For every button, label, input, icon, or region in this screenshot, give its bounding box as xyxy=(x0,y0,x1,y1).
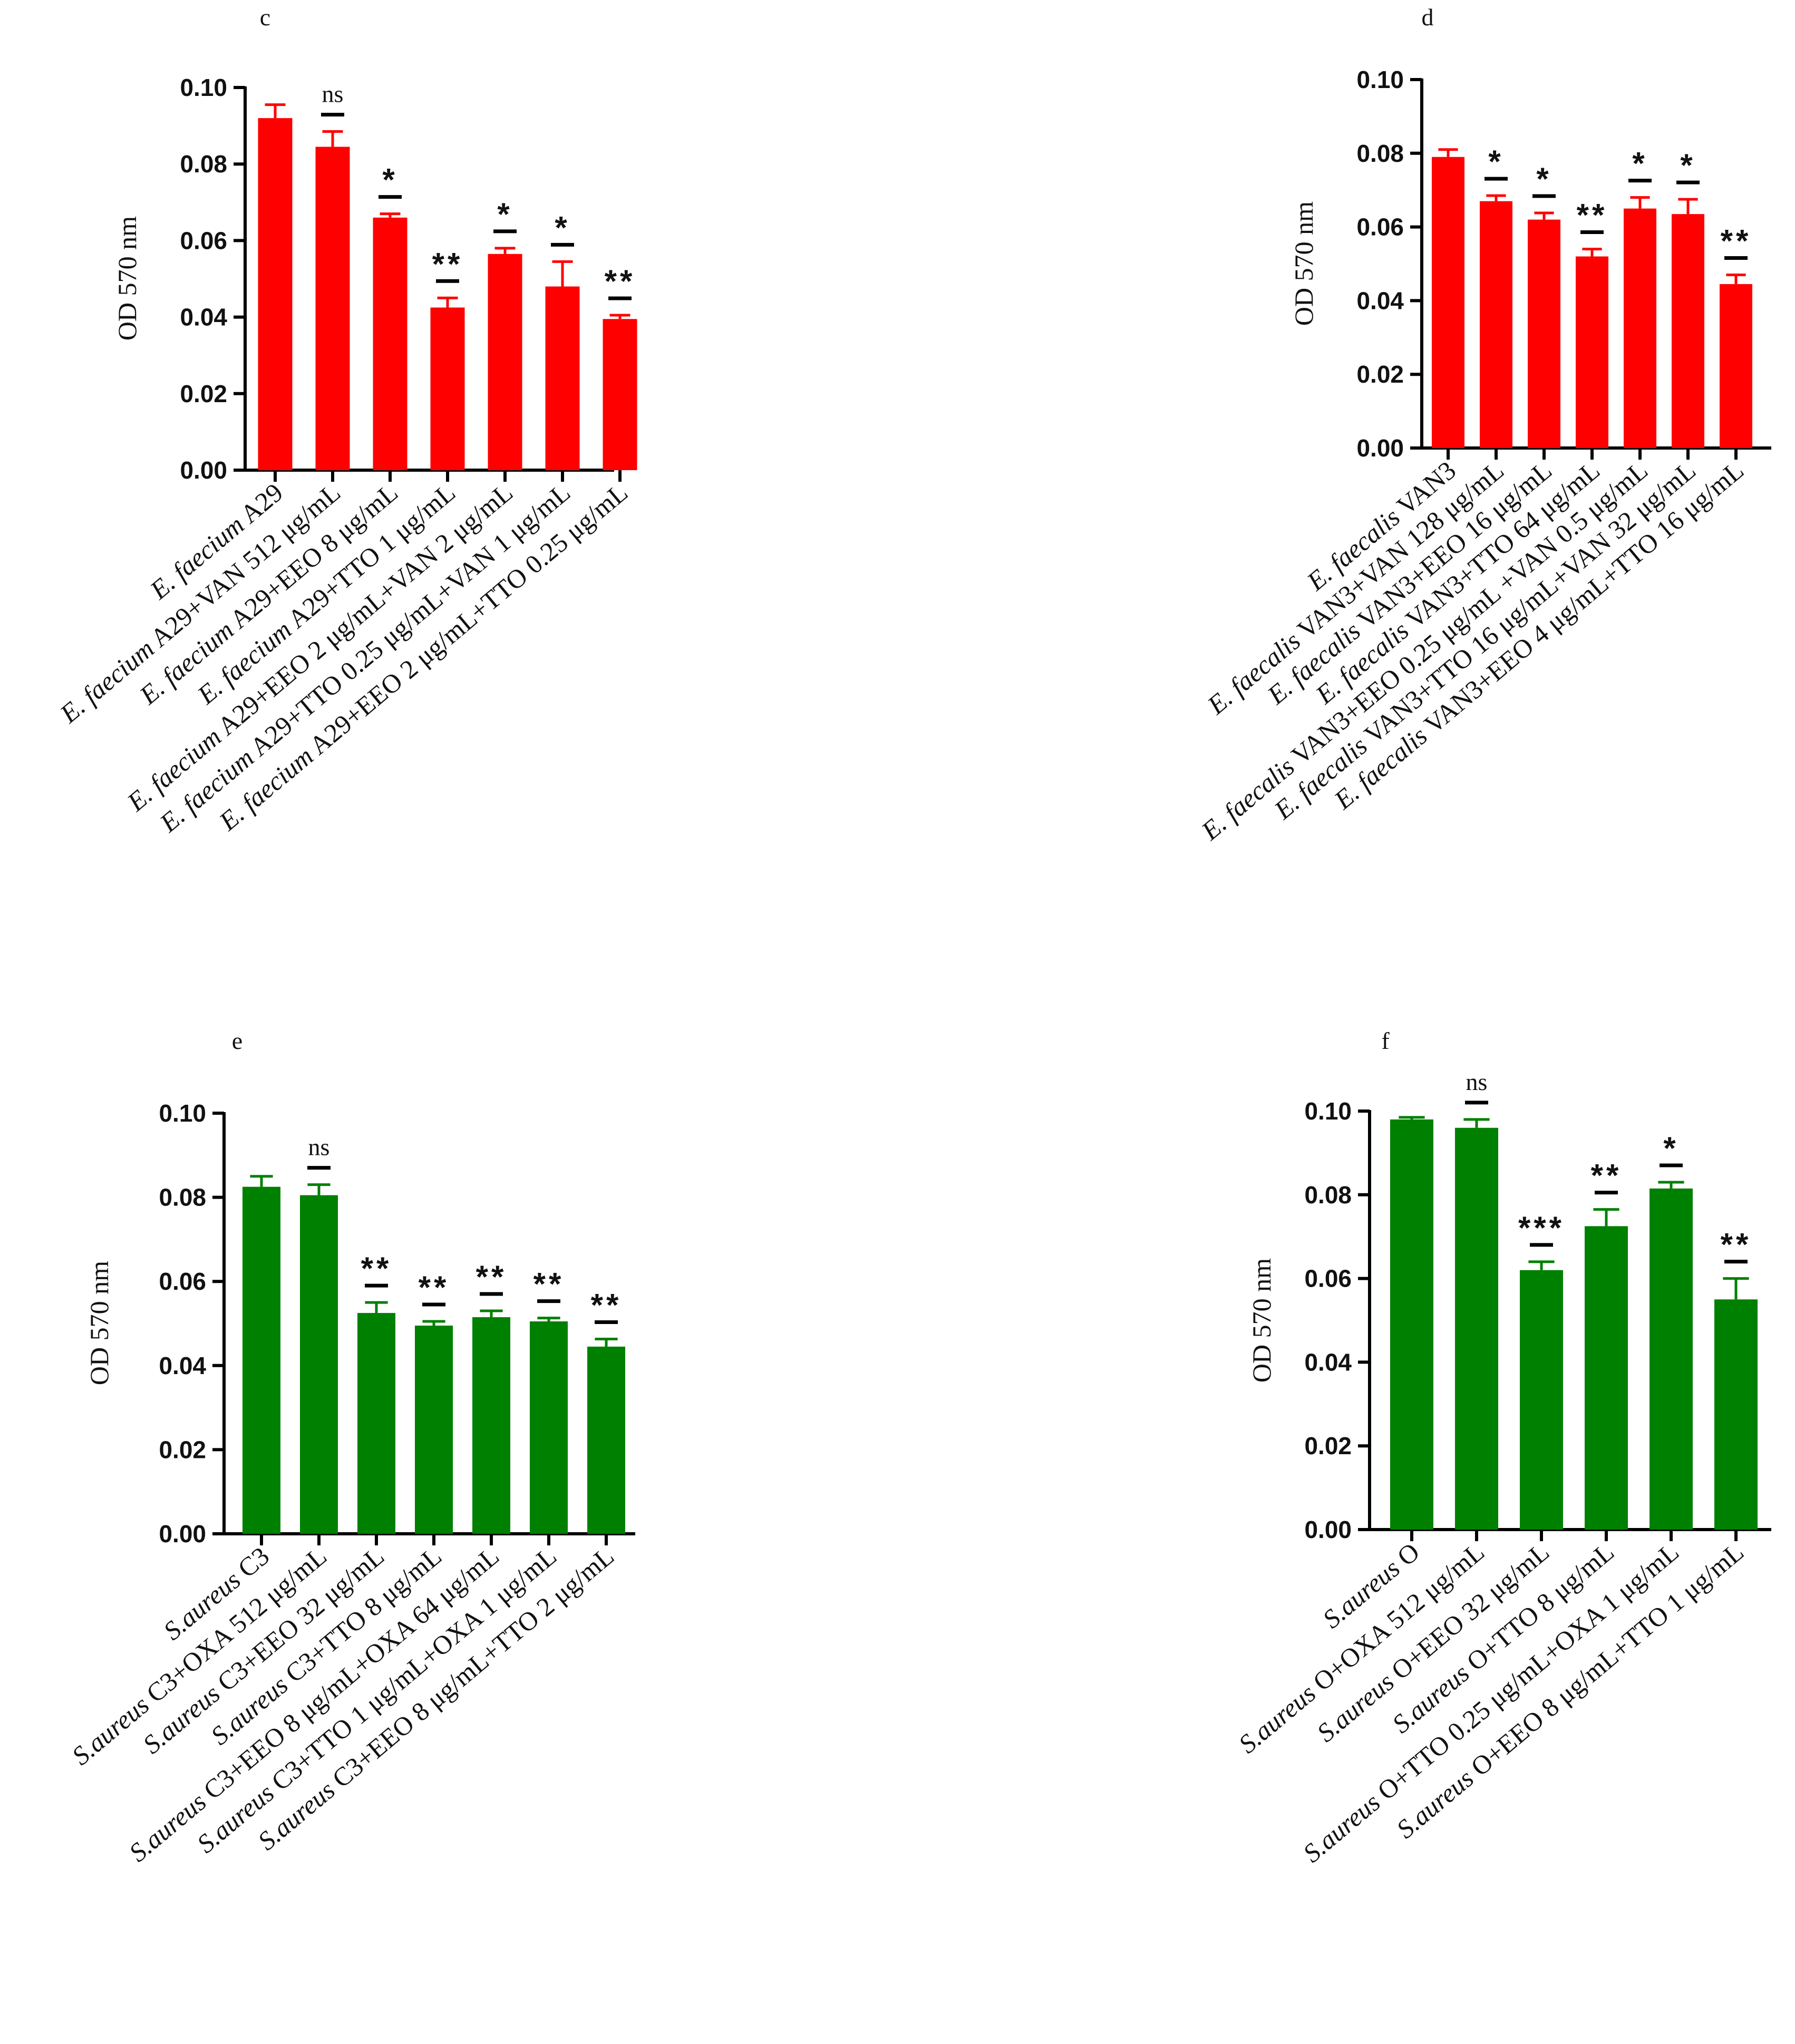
bar xyxy=(1672,214,1704,448)
significance-label: * xyxy=(1680,148,1695,183)
y-tick-label: 0.06 xyxy=(1304,1265,1352,1292)
y-tick-label: 0.10 xyxy=(1356,66,1404,93)
bar xyxy=(1520,1270,1563,1530)
y-tick-label: 0.06 xyxy=(159,1268,206,1295)
y-tick-label: 0.10 xyxy=(159,1099,206,1127)
y-tick-label: 0.02 xyxy=(180,380,227,407)
y-tick-label: 0.00 xyxy=(1304,1516,1352,1543)
y-tick-label: 0.08 xyxy=(1356,140,1404,167)
significance-label: * xyxy=(382,162,397,198)
y-axis-label: OD 570 nm xyxy=(1289,201,1318,326)
bar xyxy=(603,319,637,470)
bar xyxy=(1390,1119,1433,1530)
significance-label: * xyxy=(1632,146,1647,181)
significance-label: ** xyxy=(419,1270,450,1305)
significance-label: ** xyxy=(476,1259,507,1294)
y-tick-label: 0.10 xyxy=(180,74,227,101)
significance-label: ns xyxy=(322,80,344,107)
bar xyxy=(1455,1127,1498,1530)
bar xyxy=(373,217,407,470)
bar xyxy=(1720,284,1752,448)
bar xyxy=(430,307,465,470)
bar xyxy=(1480,201,1512,448)
y-tick-label: 0.04 xyxy=(180,304,227,331)
significance-label: * xyxy=(1663,1131,1678,1166)
significance-label: * xyxy=(1536,161,1551,197)
bar xyxy=(1585,1226,1628,1530)
significance-label: ** xyxy=(1577,198,1608,233)
y-tick-label: 0.08 xyxy=(159,1184,206,1211)
significance-label: ** xyxy=(1721,223,1752,258)
y-axis-label: OD 570 nm xyxy=(1247,1258,1276,1383)
y-tick-label: 0.10 xyxy=(1304,1097,1352,1125)
y-tick-label: 0.00 xyxy=(180,456,227,484)
significance-label: *** xyxy=(1518,1210,1565,1245)
bar xyxy=(545,286,580,470)
y-tick-label: 0.00 xyxy=(159,1520,206,1547)
panel-letter: c xyxy=(260,4,270,31)
chart-panel-c: cOD 570 nm0.000.020.040.060.080.10E. fae… xyxy=(54,4,637,838)
significance-label: ns xyxy=(1466,1068,1488,1095)
significance-label: ** xyxy=(1591,1158,1622,1193)
significance-label: * xyxy=(1488,144,1503,179)
bar xyxy=(242,1186,280,1534)
bar xyxy=(472,1317,510,1534)
significance-label: ** xyxy=(533,1267,565,1302)
y-tick-label: 0.04 xyxy=(159,1352,206,1379)
significance-label: * xyxy=(497,197,512,232)
y-tick-label: 0.02 xyxy=(1304,1432,1352,1459)
bar xyxy=(1650,1188,1693,1530)
bar xyxy=(315,147,350,470)
bar xyxy=(1624,208,1656,448)
y-axis-label: OD 570 nm xyxy=(112,216,142,340)
panel-letter: e xyxy=(232,1027,242,1054)
bar xyxy=(415,1325,453,1534)
bar xyxy=(258,118,293,470)
significance-label: ** xyxy=(605,264,636,299)
y-axis-label: OD 570 nm xyxy=(84,1261,114,1385)
bar xyxy=(357,1313,395,1534)
y-tick-label: 0.04 xyxy=(1356,287,1404,314)
bar xyxy=(300,1195,338,1534)
panel-letter: d xyxy=(1422,4,1434,31)
y-tick-label: 0.06 xyxy=(1356,213,1404,241)
y-tick-label: 0.04 xyxy=(1304,1348,1352,1376)
y-tick-label: 0.00 xyxy=(1356,434,1404,462)
panel-letter: f xyxy=(1381,1027,1390,1054)
significance-label: ** xyxy=(361,1251,392,1286)
bar xyxy=(1528,219,1560,448)
significance-label: ** xyxy=(591,1288,622,1323)
significance-label: * xyxy=(555,210,570,245)
y-tick-label: 0.08 xyxy=(180,150,227,178)
y-tick-label: 0.02 xyxy=(1356,361,1404,388)
bar xyxy=(1432,157,1464,448)
bar xyxy=(1576,256,1608,448)
bar xyxy=(587,1346,625,1534)
bar xyxy=(488,254,522,470)
y-tick-label: 0.06 xyxy=(180,227,227,254)
significance-label: ** xyxy=(1721,1227,1752,1262)
bar xyxy=(530,1321,568,1534)
y-tick-label: 0.02 xyxy=(159,1436,206,1463)
significance-label: ns xyxy=(308,1134,330,1161)
bar xyxy=(1714,1299,1758,1530)
significance-label: ** xyxy=(432,246,463,281)
y-tick-label: 0.08 xyxy=(1304,1181,1352,1209)
